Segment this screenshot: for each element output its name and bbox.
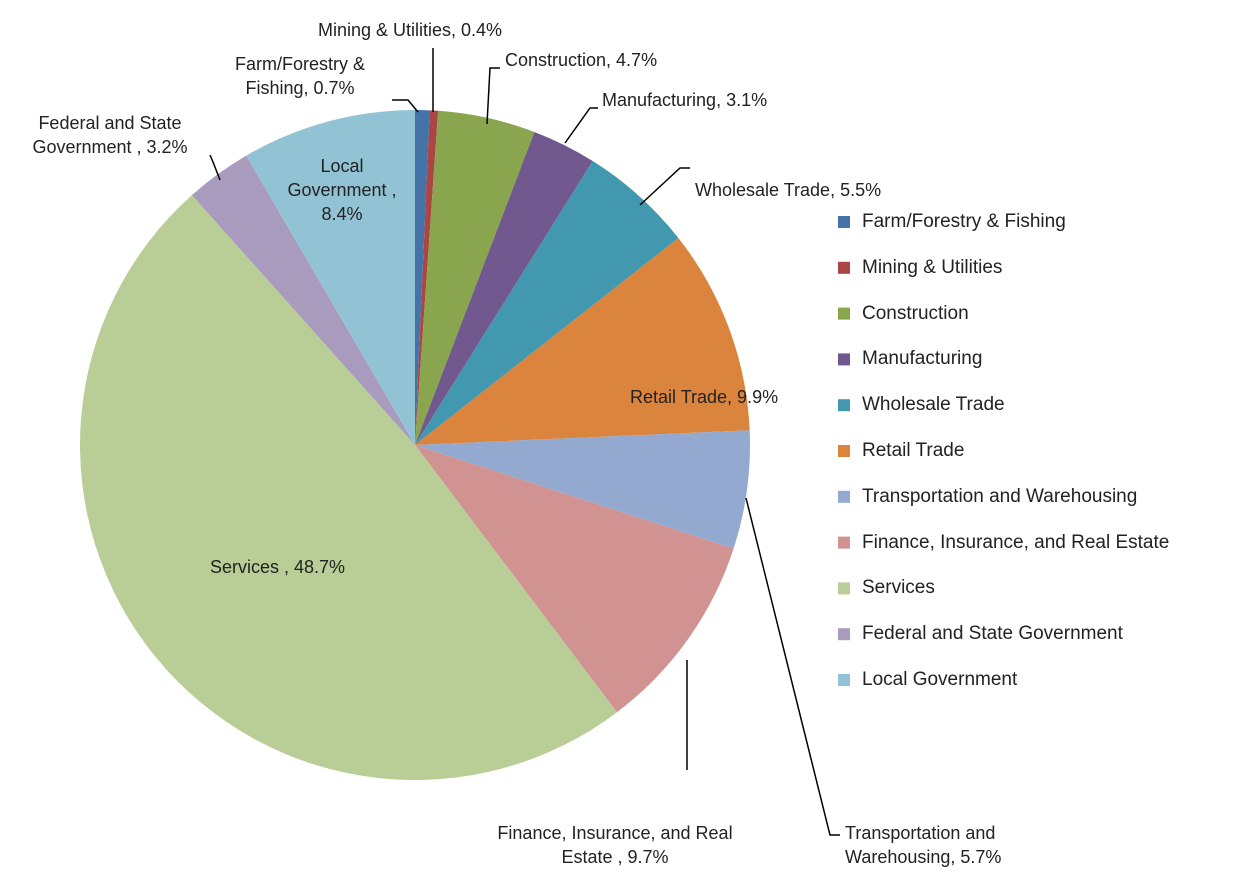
data-label: Retail Trade, 9.9% [630, 387, 779, 407]
legend-label: Finance, Insurance, and Real Estate [862, 531, 1170, 553]
legend-swatch [838, 307, 850, 320]
pie-slice [415, 238, 750, 445]
leader-line [392, 99, 419, 113]
data-label: Wholesale Trade, 5.5% [695, 180, 882, 200]
data-label: Farm/Forestry & Fishing, 0.7% [234, 54, 365, 98]
pie-slice [415, 110, 430, 445]
leader-line [486, 67, 500, 125]
pie-slice [191, 155, 415, 445]
pie-slice [415, 110, 439, 445]
pie-slice [415, 131, 593, 445]
data-label: Local Government , 8.4% [287, 156, 397, 224]
pie-slice [80, 195, 617, 780]
legend-label: Mining & Utilities [862, 256, 1003, 278]
data-label: Construction, 4.7% [505, 50, 658, 70]
leader-line [745, 497, 840, 836]
data-label: Services , 48.7% [210, 557, 346, 577]
pie-slice [415, 161, 679, 445]
legend-swatch [838, 261, 850, 274]
legend-swatch [838, 353, 850, 366]
legend-swatch [838, 582, 850, 595]
data-label: Mining & Utilities, 0.4% [317, 20, 503, 40]
leader-line [564, 107, 598, 144]
data-label: Manufacturing, 3.1% [602, 90, 768, 110]
data-label: Finance, Insurance, and Real Estate , 9.… [497, 823, 733, 867]
pie-slice [246, 110, 415, 445]
legend-label: Retail Trade [862, 440, 965, 461]
legend-label: Construction [862, 302, 969, 324]
pie-slice [415, 430, 751, 549]
legend-swatch [838, 445, 850, 457]
legend-swatch [838, 536, 850, 549]
legend-label: Local Government [862, 669, 1018, 690]
legend-swatch [838, 216, 850, 228]
legend-label: Services [862, 577, 935, 599]
leader-line [639, 167, 690, 206]
legend-swatch [838, 674, 850, 686]
legend-label: Manufacturing [862, 348, 983, 370]
pie-slice [415, 445, 734, 713]
data-label: Federal and State Government , 3.2% [32, 113, 188, 157]
legend-label: Transportation and Warehousing [862, 485, 1138, 507]
pie-slice [415, 110, 535, 446]
legend-swatch [838, 399, 850, 412]
legend-swatch [838, 490, 850, 503]
legend-label: Farm/Forestry & Fishing [862, 211, 1066, 232]
legend-swatch [838, 628, 850, 641]
leader-line [209, 154, 221, 181]
data-label: Transportation and Warehousing, 5.7% [845, 823, 1002, 867]
legend-label: Wholesale Trade [862, 394, 1005, 416]
legend-label: Federal and State Government [862, 623, 1123, 645]
